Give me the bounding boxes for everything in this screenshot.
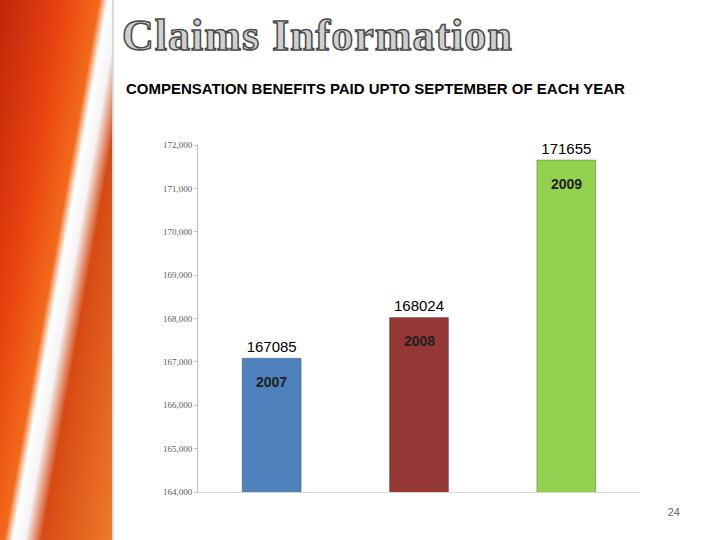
svg-text:171655: 171655: [541, 140, 591, 157]
html-text:24: 24: [667, 506, 680, 518]
svg-text:171,000: 171,000: [163, 184, 193, 194]
svg-text:166,000: 166,000: [163, 400, 193, 410]
svg-text:168024: 168024: [394, 297, 444, 314]
svg-text:2009: 2009: [551, 176, 582, 192]
svg-text:167085: 167085: [247, 338, 297, 355]
html-text:COMPENSATION BENEFITS PAID UPT: COMPENSATION BENEFITS PAID UPTO SEPTEMBE…: [126, 80, 625, 97]
svg-text:170,000: 170,000: [163, 227, 193, 237]
svg-text:2008: 2008: [404, 333, 435, 349]
svg-text:167,000: 167,000: [163, 357, 193, 367]
svg-text:168,000: 168,000: [163, 314, 193, 324]
svg-text:172,000: 172,000: [163, 140, 193, 150]
svg-text:169,000: 169,000: [163, 270, 193, 280]
html-text:Claims Information: Claims Information: [122, 11, 513, 60]
svg-text:164,000: 164,000: [163, 487, 193, 497]
svg-text:2007: 2007: [256, 374, 287, 390]
svg-text:165,000: 165,000: [163, 444, 193, 454]
